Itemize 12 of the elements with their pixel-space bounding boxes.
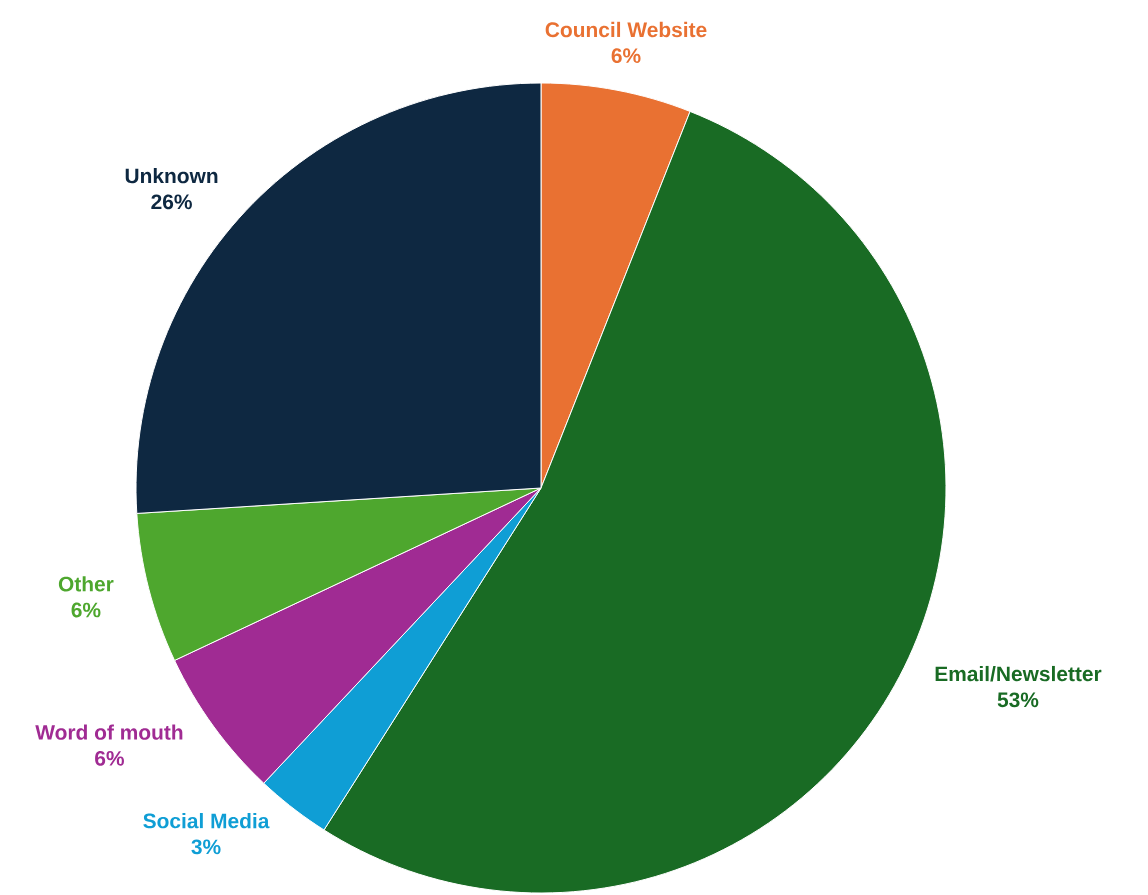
data-label: 53% xyxy=(997,692,1039,708)
slice-label: Email/Newsletter xyxy=(935,665,1102,682)
data-label: 26% xyxy=(151,194,192,210)
slice-label: Unknown xyxy=(125,167,218,184)
slice-label: Other xyxy=(58,576,114,592)
data-label: 6% xyxy=(611,48,641,64)
data-label: 6% xyxy=(71,602,101,618)
data-label: 3% xyxy=(191,839,221,855)
slice-label: Social Media xyxy=(143,812,270,829)
slice-label: Word of mouth xyxy=(35,724,183,740)
data-label: 6% xyxy=(95,750,124,766)
slice-label: Council Website xyxy=(545,21,707,38)
